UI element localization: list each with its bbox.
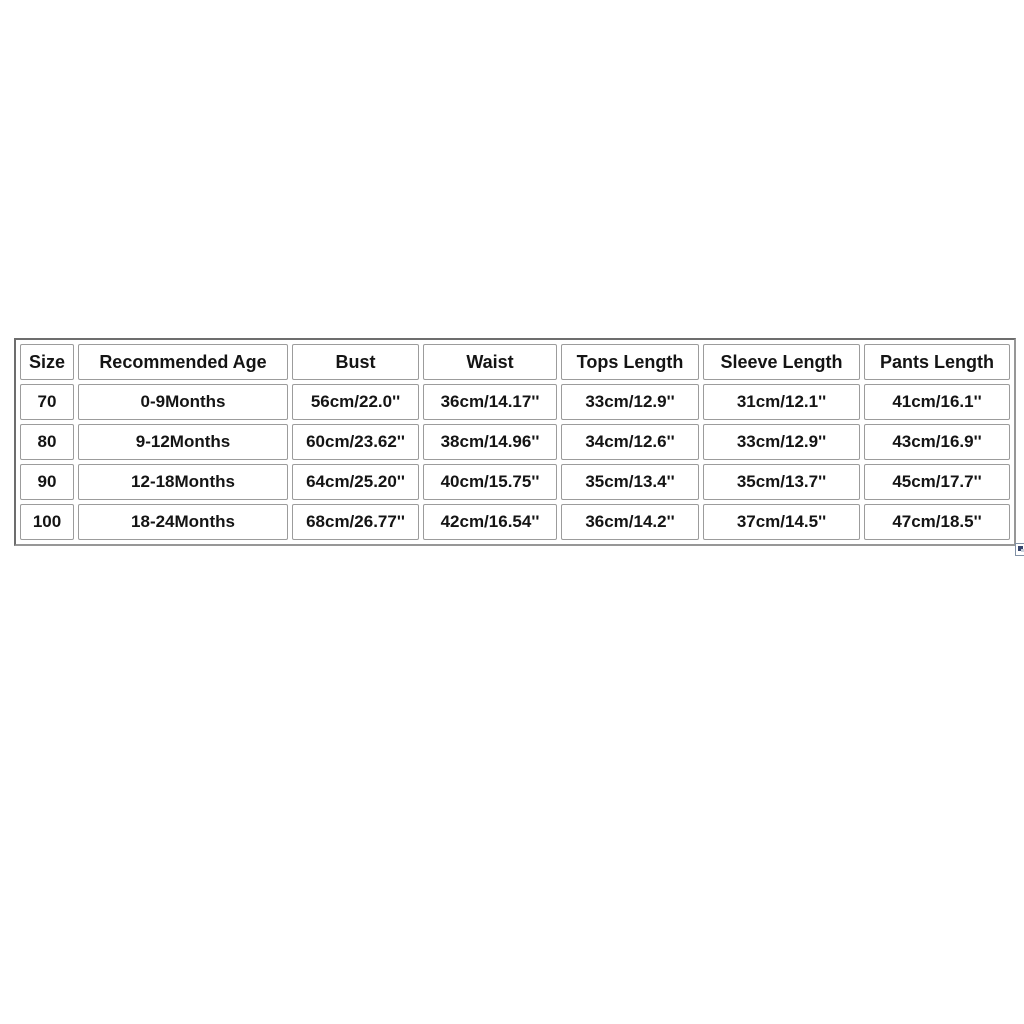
column-header-sleeve-length: Sleeve Length: [703, 344, 860, 380]
broken-image-icon: [1015, 543, 1024, 556]
table-cell-recommended-age: 9-12Months: [78, 424, 288, 460]
column-header-bust: Bust: [292, 344, 419, 380]
table-cell-size: 80: [20, 424, 74, 460]
table-cell-tops-length: 34cm/12.6'': [561, 424, 699, 460]
table-cell-tops-length: 35cm/13.4'': [561, 464, 699, 500]
table-cell-size: 90: [20, 464, 74, 500]
size-chart-table: Size Recommended Age Bust Waist Tops Length S…: [14, 338, 1016, 546]
table-cell-waist: 42cm/16.54'': [423, 504, 557, 540]
table-cell-sleeve-length: 35cm/13.7'': [703, 464, 860, 500]
table-cell-size: 70: [20, 384, 74, 420]
table-cell-sleeve-length: 33cm/12.9'': [703, 424, 860, 460]
table-cell-pants-length: 45cm/17.7'': [864, 464, 1010, 500]
size-chart-body: 70 0-9Months 56cm/22.0'' 36cm/14.17'' 33cm/1…: [20, 384, 1010, 540]
table-cell-waist: 40cm/15.75'': [423, 464, 557, 500]
table-cell-tops-length: 36cm/14.2'': [561, 504, 699, 540]
broken-image-glyph: [1018, 546, 1023, 551]
table-cell-bust: 68cm/26.77'': [292, 504, 419, 540]
table-cell-pants-length: 41cm/16.1'': [864, 384, 1010, 420]
table-cell-recommended-age: 0-9Months: [78, 384, 288, 420]
column-header-size: Size: [20, 344, 74, 380]
table-cell-tops-length: 33cm/12.9'': [561, 384, 699, 420]
table-cell-waist: 38cm/14.96'': [423, 424, 557, 460]
table-cell-bust: 56cm/22.0'': [292, 384, 419, 420]
table-cell-waist: 36cm/14.17'': [423, 384, 557, 420]
table-cell-pants-length: 43cm/16.9'': [864, 424, 1010, 460]
table-cell-bust: 60cm/23.62'': [292, 424, 419, 460]
table-cell-sleeve-length: 37cm/14.5'': [703, 504, 860, 540]
broken-image-glyph-notch: [1021, 549, 1024, 552]
table-cell-sleeve-length: 31cm/12.1'': [703, 384, 860, 420]
table-row-size-80: 80 9-12Months 60cm/23.62'' 38cm/14.96'' 34cm…: [20, 424, 1010, 460]
table-cell-size: 100: [20, 504, 74, 540]
column-header-waist: Waist: [423, 344, 557, 380]
table-cell-recommended-age: 18-24Months: [78, 504, 288, 540]
size-chart-header: Size Recommended Age Bust Waist Tops Length S…: [20, 344, 1010, 380]
column-header-pants-length: Pants Length: [864, 344, 1010, 380]
table-row-size-70: 70 0-9Months 56cm/22.0'' 36cm/14.17'' 33cm/1…: [20, 384, 1010, 420]
table-row-size-100: 100 18-24Months 68cm/26.77'' 42cm/16.54'' 36…: [20, 504, 1010, 540]
column-header-recommended-age: Recommended Age: [78, 344, 288, 380]
table-cell-recommended-age: 12-18Months: [78, 464, 288, 500]
table-row-size-90: 90 12-18Months 64cm/25.20'' 40cm/15.75'' 35c…: [20, 464, 1010, 500]
table-cell-pants-length: 47cm/18.5'': [864, 504, 1010, 540]
table-cell-bust: 64cm/25.20'': [292, 464, 419, 500]
column-header-tops-length: Tops Length: [561, 344, 699, 380]
header-row: Size Recommended Age Bust Waist Tops Length S…: [20, 344, 1010, 380]
